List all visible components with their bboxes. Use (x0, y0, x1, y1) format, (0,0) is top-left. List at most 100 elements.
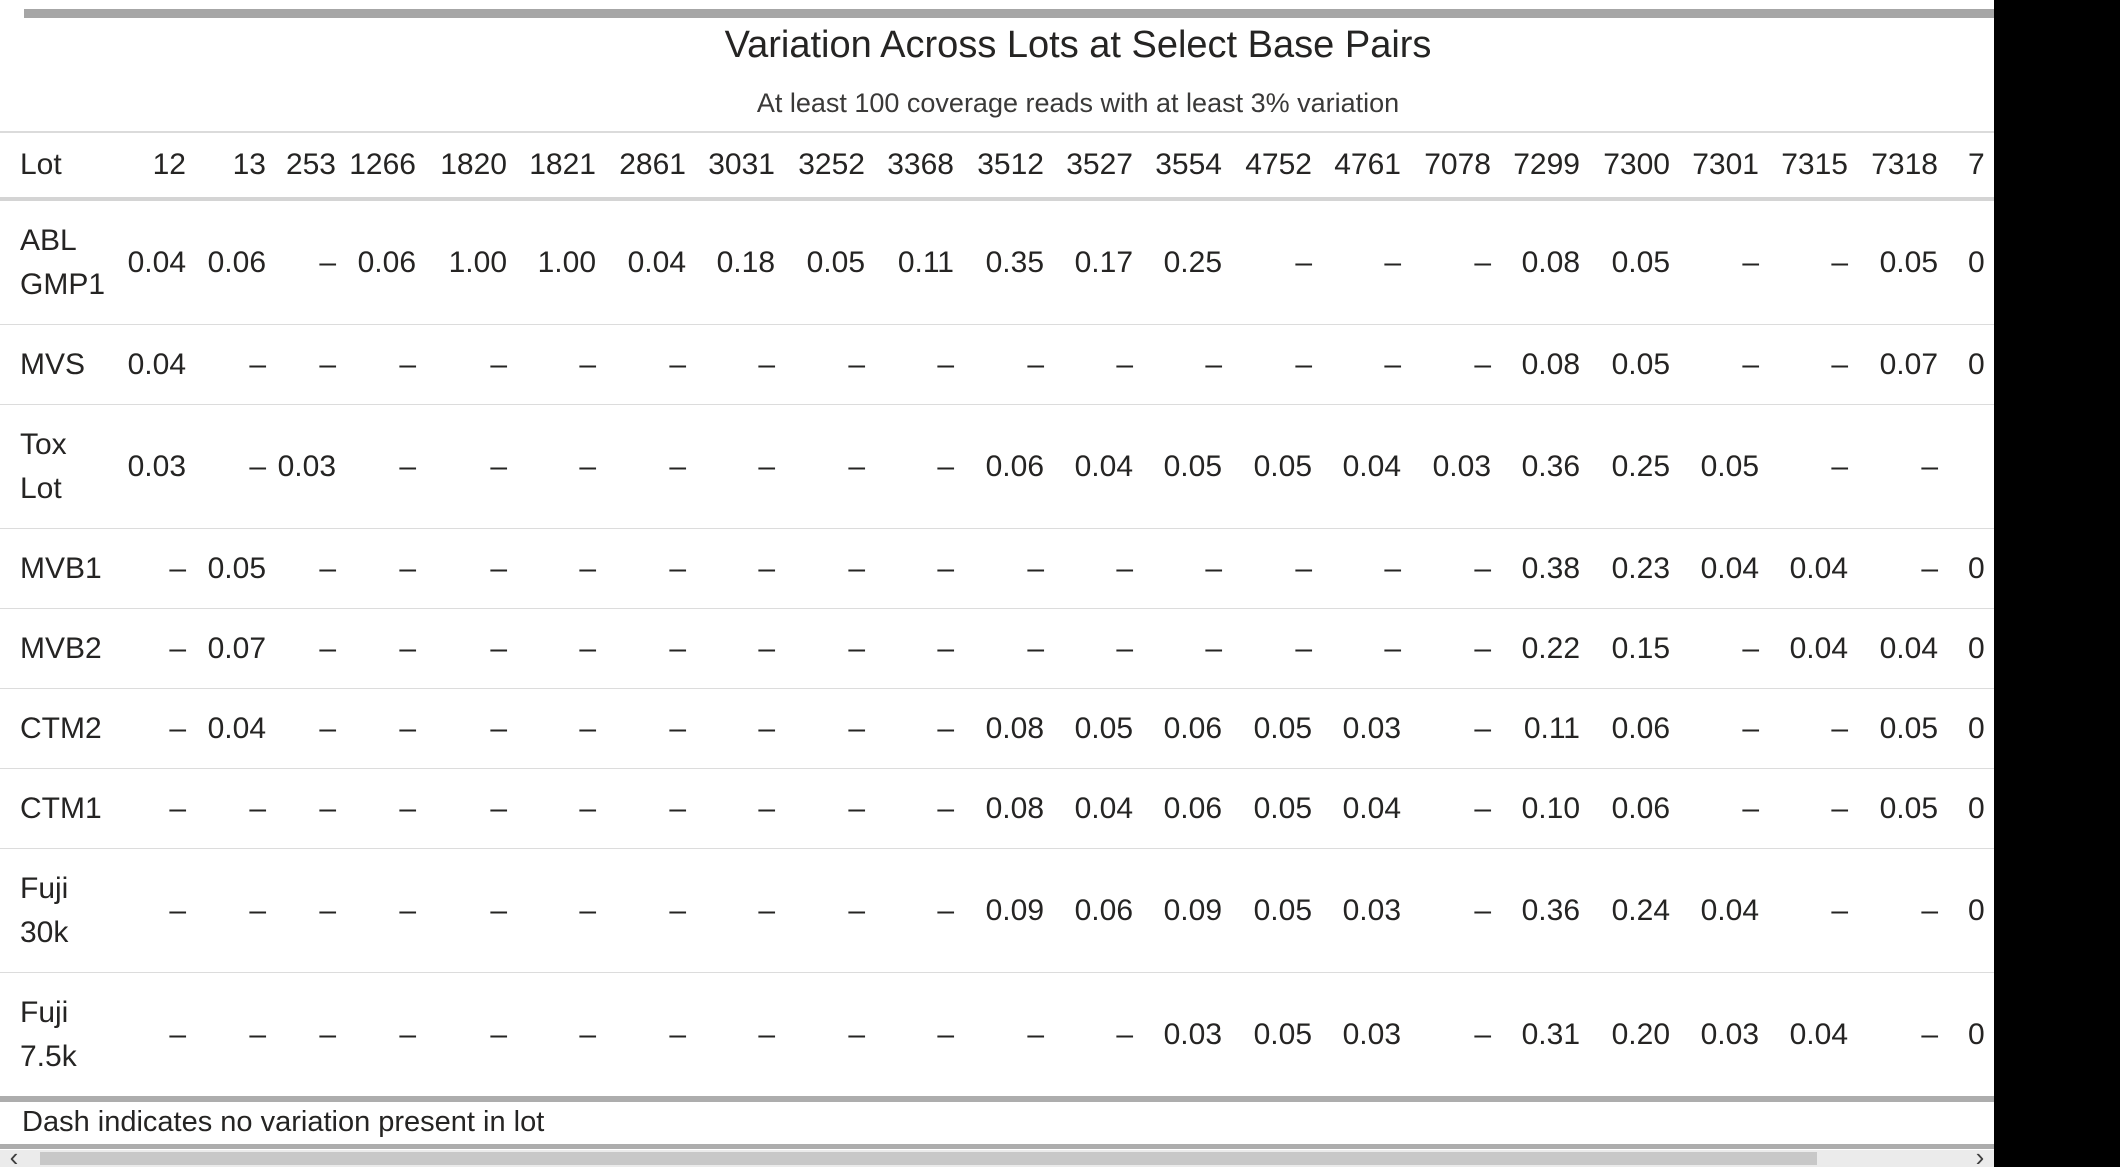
value-cell: 0.05 (1050, 688, 1139, 769)
value-cell: – (513, 528, 602, 609)
value-cell: – (342, 528, 422, 609)
value-cell: 0.08 (1497, 199, 1586, 325)
value-cell: – (692, 768, 781, 849)
value-cell: – (422, 528, 513, 609)
horizontal-scrollbar[interactable]: ‹ › (0, 1142, 1994, 1167)
value-cell: 0.23 (1586, 528, 1676, 609)
value-cell: – (1765, 688, 1854, 769)
row-label: MVB2 (0, 608, 112, 689)
value-cell: 0.05 (1139, 404, 1228, 529)
value-cell: – (1407, 972, 1497, 1097)
value-cell: – (692, 324, 781, 405)
value-cell-clipped: 0 (1944, 972, 1994, 1097)
value-cell: – (692, 608, 781, 689)
column-header: 13 (192, 131, 272, 201)
value-cell: 0.15 (1586, 608, 1676, 689)
value-cell: – (1228, 608, 1318, 689)
value-cell: – (1139, 324, 1228, 405)
value-cell: – (692, 972, 781, 1097)
value-cell: 0.11 (871, 199, 960, 325)
scroll-right-arrow-icon[interactable]: › (1975, 1142, 1985, 1167)
value-cell: – (1228, 528, 1318, 609)
column-header: 7299 (1497, 131, 1586, 201)
column-header: 7318 (1854, 131, 1944, 201)
column-header: 3554 (1139, 131, 1228, 201)
value-cell: 0.07 (192, 608, 272, 689)
value-cell: 0.17 (1050, 199, 1139, 325)
horizontal-scrollbar-thumb[interactable] (40, 1152, 1817, 1165)
column-header: 3368 (871, 131, 960, 201)
value-cell: 0.22 (1497, 608, 1586, 689)
value-cell: – (112, 528, 192, 609)
value-cell-clipped: 0 (1944, 768, 1994, 849)
column-header: 4752 (1228, 131, 1318, 201)
value-cell: – (422, 608, 513, 689)
value-cell: – (192, 848, 272, 973)
value-cell: – (602, 324, 692, 405)
value-cell: 0.20 (1586, 972, 1676, 1097)
value-cell: – (422, 848, 513, 973)
value-cell: – (272, 528, 342, 609)
value-cell: 0.25 (1586, 404, 1676, 529)
value-cell: – (342, 972, 422, 1097)
value-cell: 0.11 (1497, 688, 1586, 769)
value-cell: – (192, 404, 272, 529)
value-cell: – (1765, 324, 1854, 405)
value-cell-clipped: 0 (1944, 199, 1994, 325)
value-cell: 0.05 (192, 528, 272, 609)
column-header-lot: Lot (0, 131, 112, 201)
variation-table-wrap: Lot 12 13 253 1266 1820 1821 2861 3031 3252 3368 35… (0, 131, 1994, 1098)
value-cell: – (272, 848, 342, 973)
value-cell: 0.04 (1050, 404, 1139, 529)
value-cell-clipped: 0 (1944, 528, 1994, 609)
value-cell: – (1676, 768, 1765, 849)
value-cell: 0.03 (1676, 972, 1765, 1097)
value-cell: – (272, 608, 342, 689)
value-cell: 0.07 (1854, 324, 1944, 405)
value-cell: 0.18 (692, 199, 781, 325)
value-cell: 0.05 (1854, 199, 1944, 325)
value-cell: – (342, 768, 422, 849)
value-cell: 0.03 (1407, 404, 1497, 529)
row-label: Fuji 7.5k (0, 972, 112, 1097)
top-divider-bar (24, 9, 1994, 18)
value-cell: – (1139, 608, 1228, 689)
value-cell: – (272, 768, 342, 849)
value-cell: – (272, 688, 342, 769)
value-cell: – (192, 324, 272, 405)
column-header: 12 (112, 131, 192, 201)
value-cell: – (871, 528, 960, 609)
value-cell: 0.05 (1228, 404, 1318, 529)
value-cell: 0.08 (960, 688, 1050, 769)
column-header-clipped: 7 (1944, 131, 1994, 201)
value-cell: – (1854, 848, 1944, 973)
value-cell: – (342, 404, 422, 529)
scroll-left-arrow-icon[interactable]: ‹ (9, 1142, 19, 1167)
visual-subtitle: At least 100 coverage reads with at leas… (756, 88, 1400, 118)
column-header: 7315 (1765, 131, 1854, 201)
value-cell: 0.05 (1228, 688, 1318, 769)
value-cell: – (781, 768, 871, 849)
value-cell: – (1407, 608, 1497, 689)
value-cell: 0.03 (272, 404, 342, 529)
value-cell: – (1228, 324, 1318, 405)
value-cell: – (1407, 768, 1497, 849)
table-row: MVB2–0.07– – – – – – – – – – – – – –0.22 0.15–0.04 0.04… (0, 608, 1994, 689)
value-cell: 0.31 (1497, 972, 1586, 1097)
value-cell: – (422, 768, 513, 849)
table-row: CTM2–0.04– – – – – – – –0.08 0.05 0.06 0.05 0.03–0.… (0, 688, 1994, 769)
value-cell: 0.04 (1050, 768, 1139, 849)
table-row: ABL GMP1 0.04 0.06–0.06 1.00 1.00 0.04 0.18 0.0… (0, 199, 1994, 325)
value-cell: – (513, 848, 602, 973)
value-cell: – (342, 608, 422, 689)
value-cell: – (513, 688, 602, 769)
column-header: 1820 (422, 131, 513, 201)
value-cell: – (602, 528, 692, 609)
row-label: ABL GMP1 (0, 199, 112, 325)
value-cell: 0.10 (1497, 768, 1586, 849)
value-cell: – (1407, 848, 1497, 973)
row-label: Tox Lot (0, 404, 112, 529)
value-cell: 0.04 (1854, 608, 1944, 689)
value-cell: – (781, 848, 871, 973)
value-cell: 0.08 (1497, 324, 1586, 405)
